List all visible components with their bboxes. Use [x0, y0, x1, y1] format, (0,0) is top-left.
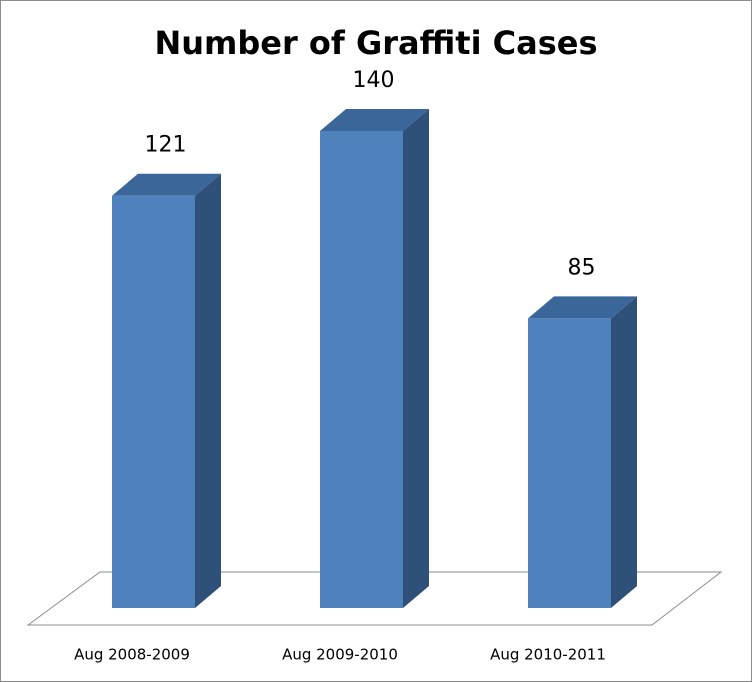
bar-top [320, 109, 429, 131]
chart-title: Number of Graffiti Cases [154, 24, 597, 62]
value-label: 121 [145, 133, 187, 158]
value-label: 140 [353, 68, 395, 93]
x-tick-label: Aug 2009-2010 [282, 646, 398, 664]
bar-side [403, 109, 429, 608]
bar-top [528, 296, 637, 319]
plot-area: 121 Aug 2008-2009 140 Aug 2009-2010 85 Aug 20… [74, 68, 637, 664]
value-label: 85 [568, 255, 596, 280]
x-tick-label: Aug 2010-2011 [490, 646, 606, 664]
bar-side [195, 173, 221, 608]
bar [528, 318, 611, 608]
x-tick-label: Aug 2008-2009 [74, 646, 190, 664]
bar [112, 195, 195, 608]
bar-top [112, 173, 221, 196]
bar [320, 131, 403, 608]
bar-side [611, 296, 637, 608]
